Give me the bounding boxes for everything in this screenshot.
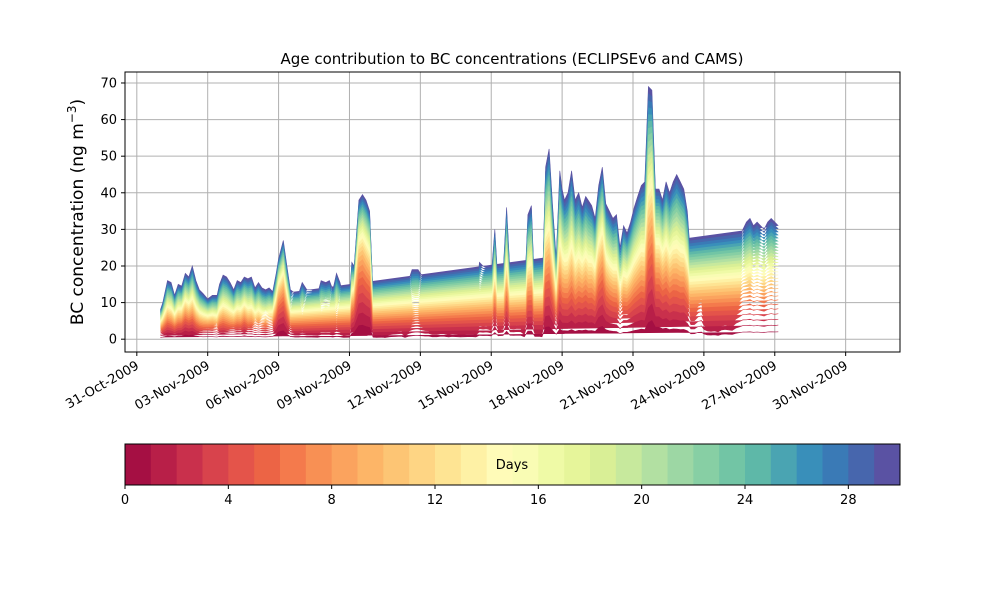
colorbar-swatch-21 (667, 444, 694, 485)
colorbar-swatch-7 (305, 444, 333, 485)
colorbar-tick-label: 24 (737, 493, 754, 508)
y-tick-label: 0 (109, 333, 117, 348)
colorbar-swatch-28 (848, 444, 875, 485)
colorbar-swatch-20 (641, 444, 668, 485)
colorbar-swatch-10 (383, 444, 410, 485)
colorbar-swatch-19 (615, 444, 643, 485)
colorbar-tick-label: 16 (530, 493, 547, 508)
axes-frame (124, 71, 901, 353)
colorbar-tick-label: 12 (427, 493, 444, 508)
colorbar-swatch-14 (486, 444, 513, 485)
colorbar-tick-label: 20 (633, 493, 650, 508)
age-class-area-0 (160, 320, 779, 338)
colorbar-swatch-22 (693, 444, 720, 485)
chart-title: Age contribution to BC concentrations (E… (281, 50, 744, 68)
colorbar-swatch-11 (409, 444, 436, 485)
colorbar-swatch-16 (538, 444, 565, 485)
colorbar-swatch-0 (125, 444, 152, 485)
y-tick-label: 30 (100, 223, 117, 238)
colorbar-swatch-17 (564, 444, 591, 485)
colorbar-swatch-25 (770, 444, 798, 485)
colorbar-swatch-23 (719, 444, 746, 485)
colorbar-swatch-5 (254, 444, 281, 485)
colorbar-swatch-29 (874, 444, 901, 485)
colorbar-tick-label: 8 (328, 493, 336, 508)
colorbar-swatch-3 (202, 444, 229, 485)
y-axis-label-close: ) (68, 99, 88, 106)
colorbar (125, 444, 901, 485)
colorbar-label: Days (496, 458, 529, 473)
colorbar-swatch-27 (822, 444, 849, 485)
y-tick-label: 50 (100, 150, 117, 165)
colorbar-swatch-8 (331, 444, 358, 485)
colorbar-swatch-2 (176, 444, 203, 485)
y-axis-label-sup: −3 (65, 105, 79, 123)
colorbar-swatch-12 (435, 444, 462, 485)
colorbar-swatch-13 (460, 444, 488, 485)
colorbar-swatch-9 (357, 444, 384, 485)
y-tick-label: 10 (100, 296, 117, 311)
colorbar-tick-label: 4 (224, 493, 232, 508)
colorbar-swatch-24 (745, 444, 772, 485)
colorbar-ticks: 0 4 8 12 16 20 24 28 (121, 485, 857, 508)
colorbar-frame (124, 443, 901, 486)
colorbar-tick-label: 28 (840, 493, 857, 508)
y-tick-label: 70 (100, 76, 117, 91)
y-axis-label: BC concentration (ng m−3) (65, 99, 88, 325)
colorbar-swatch-15 (512, 444, 539, 485)
stacked-areas (160, 85, 779, 338)
y-tick-label: 60 (100, 113, 117, 128)
y-tick-label: 20 (100, 259, 117, 274)
colorbar-swatch-6 (280, 444, 307, 485)
colorbar-tick-label: 0 (121, 493, 129, 508)
colorbar-swatch-18 (590, 444, 617, 485)
age-class-area-1 (160, 303, 779, 337)
colorbar-swatch-4 (228, 444, 255, 485)
y-tick-label: 40 (100, 186, 117, 201)
y-axis-label-base: BC concentration (ng m (68, 123, 88, 325)
colorbar-swatch-1 (150, 444, 178, 485)
colorbar-swatch-26 (796, 444, 823, 485)
y-axis-ticks: 0 10 20 30 40 50 60 70 (100, 76, 125, 348)
